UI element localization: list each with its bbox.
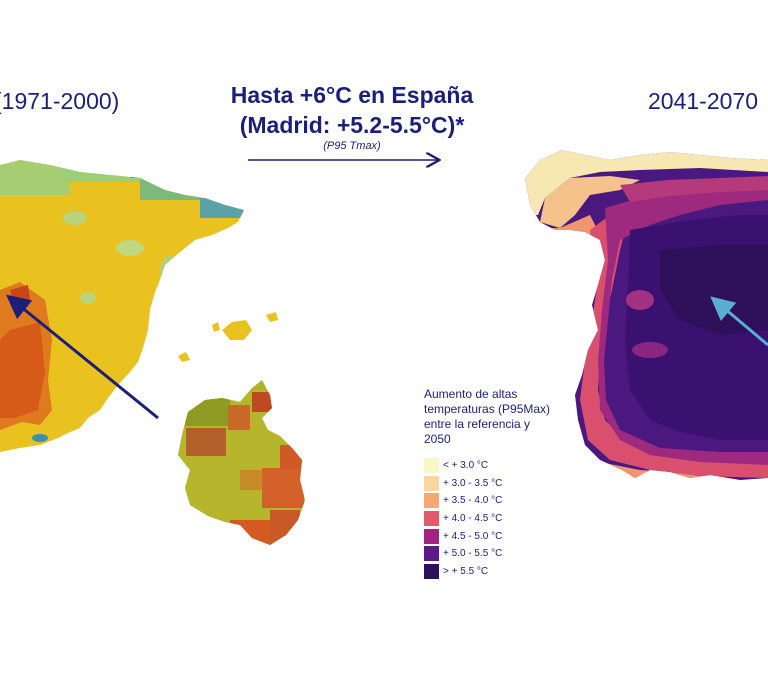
legend-swatch — [424, 458, 439, 474]
legend-swatch — [424, 546, 439, 562]
legend-title: Aumento de altas temperaturas (P95Max) e… — [424, 387, 551, 446]
legend-item: < + 3.0 °C — [424, 457, 554, 475]
legend-item-label: + 4.0 - 4.5 °C — [443, 513, 503, 525]
madrid-inset-map — [178, 380, 305, 545]
legend-swatch — [424, 528, 439, 544]
legend-item-label: + 4.5 - 5.0 °C — [443, 530, 503, 542]
headline-line-2: (Madrid: +5.2-5.5°C)* — [239, 112, 465, 138]
legend-rows: < + 3.0 °C + 3.0 - 3.5 °C + 3.5 - 4.0 °C + … — [424, 457, 554, 580]
headline-subnote: (P95 Tmax) — [323, 140, 381, 152]
headline-line-1: Hasta +6°C en España — [230, 82, 474, 108]
legend-item: > + 5.5 °C — [424, 563, 554, 581]
period-right-label: 2041-2070 — [648, 88, 758, 114]
legend-swatch — [424, 475, 439, 491]
legend-item-label: + 5.0 - 5.5 °C — [443, 548, 503, 560]
legend-item: + 5.0 - 5.5 °C — [424, 545, 554, 563]
map-projection-spain — [525, 150, 768, 480]
map-headline: Hasta +6°C en España (Madrid: +5.2-5.5°C… — [212, 80, 492, 140]
legend-swatch — [424, 493, 439, 509]
legend-item-label: < + 3.0 °C — [443, 460, 489, 472]
legend-item-label: > + 5.5 °C — [443, 565, 489, 577]
temperature-legend: Aumento de altas temperaturas (P95Max) e… — [424, 387, 554, 580]
legend-item: + 4.5 - 5.0 °C — [424, 527, 554, 545]
legend-swatch — [424, 563, 439, 579]
legend-item: + 3.0 - 3.5 °C — [424, 475, 554, 493]
madrid-pointer-arrow — [6, 294, 159, 420]
legend-item: + 4.0 - 4.5 °C — [424, 510, 554, 528]
legend-item-label: + 3.5 - 4.0 °C — [443, 495, 503, 507]
legend-swatch — [424, 511, 439, 527]
legend-item: + 3.5 - 4.0 °C — [424, 492, 554, 510]
madrid-pointer-arrow-right — [710, 296, 768, 347]
period-left-label: (1971-2000) — [0, 88, 120, 114]
legend-item-label: + 3.0 - 3.5 °C — [443, 477, 503, 489]
